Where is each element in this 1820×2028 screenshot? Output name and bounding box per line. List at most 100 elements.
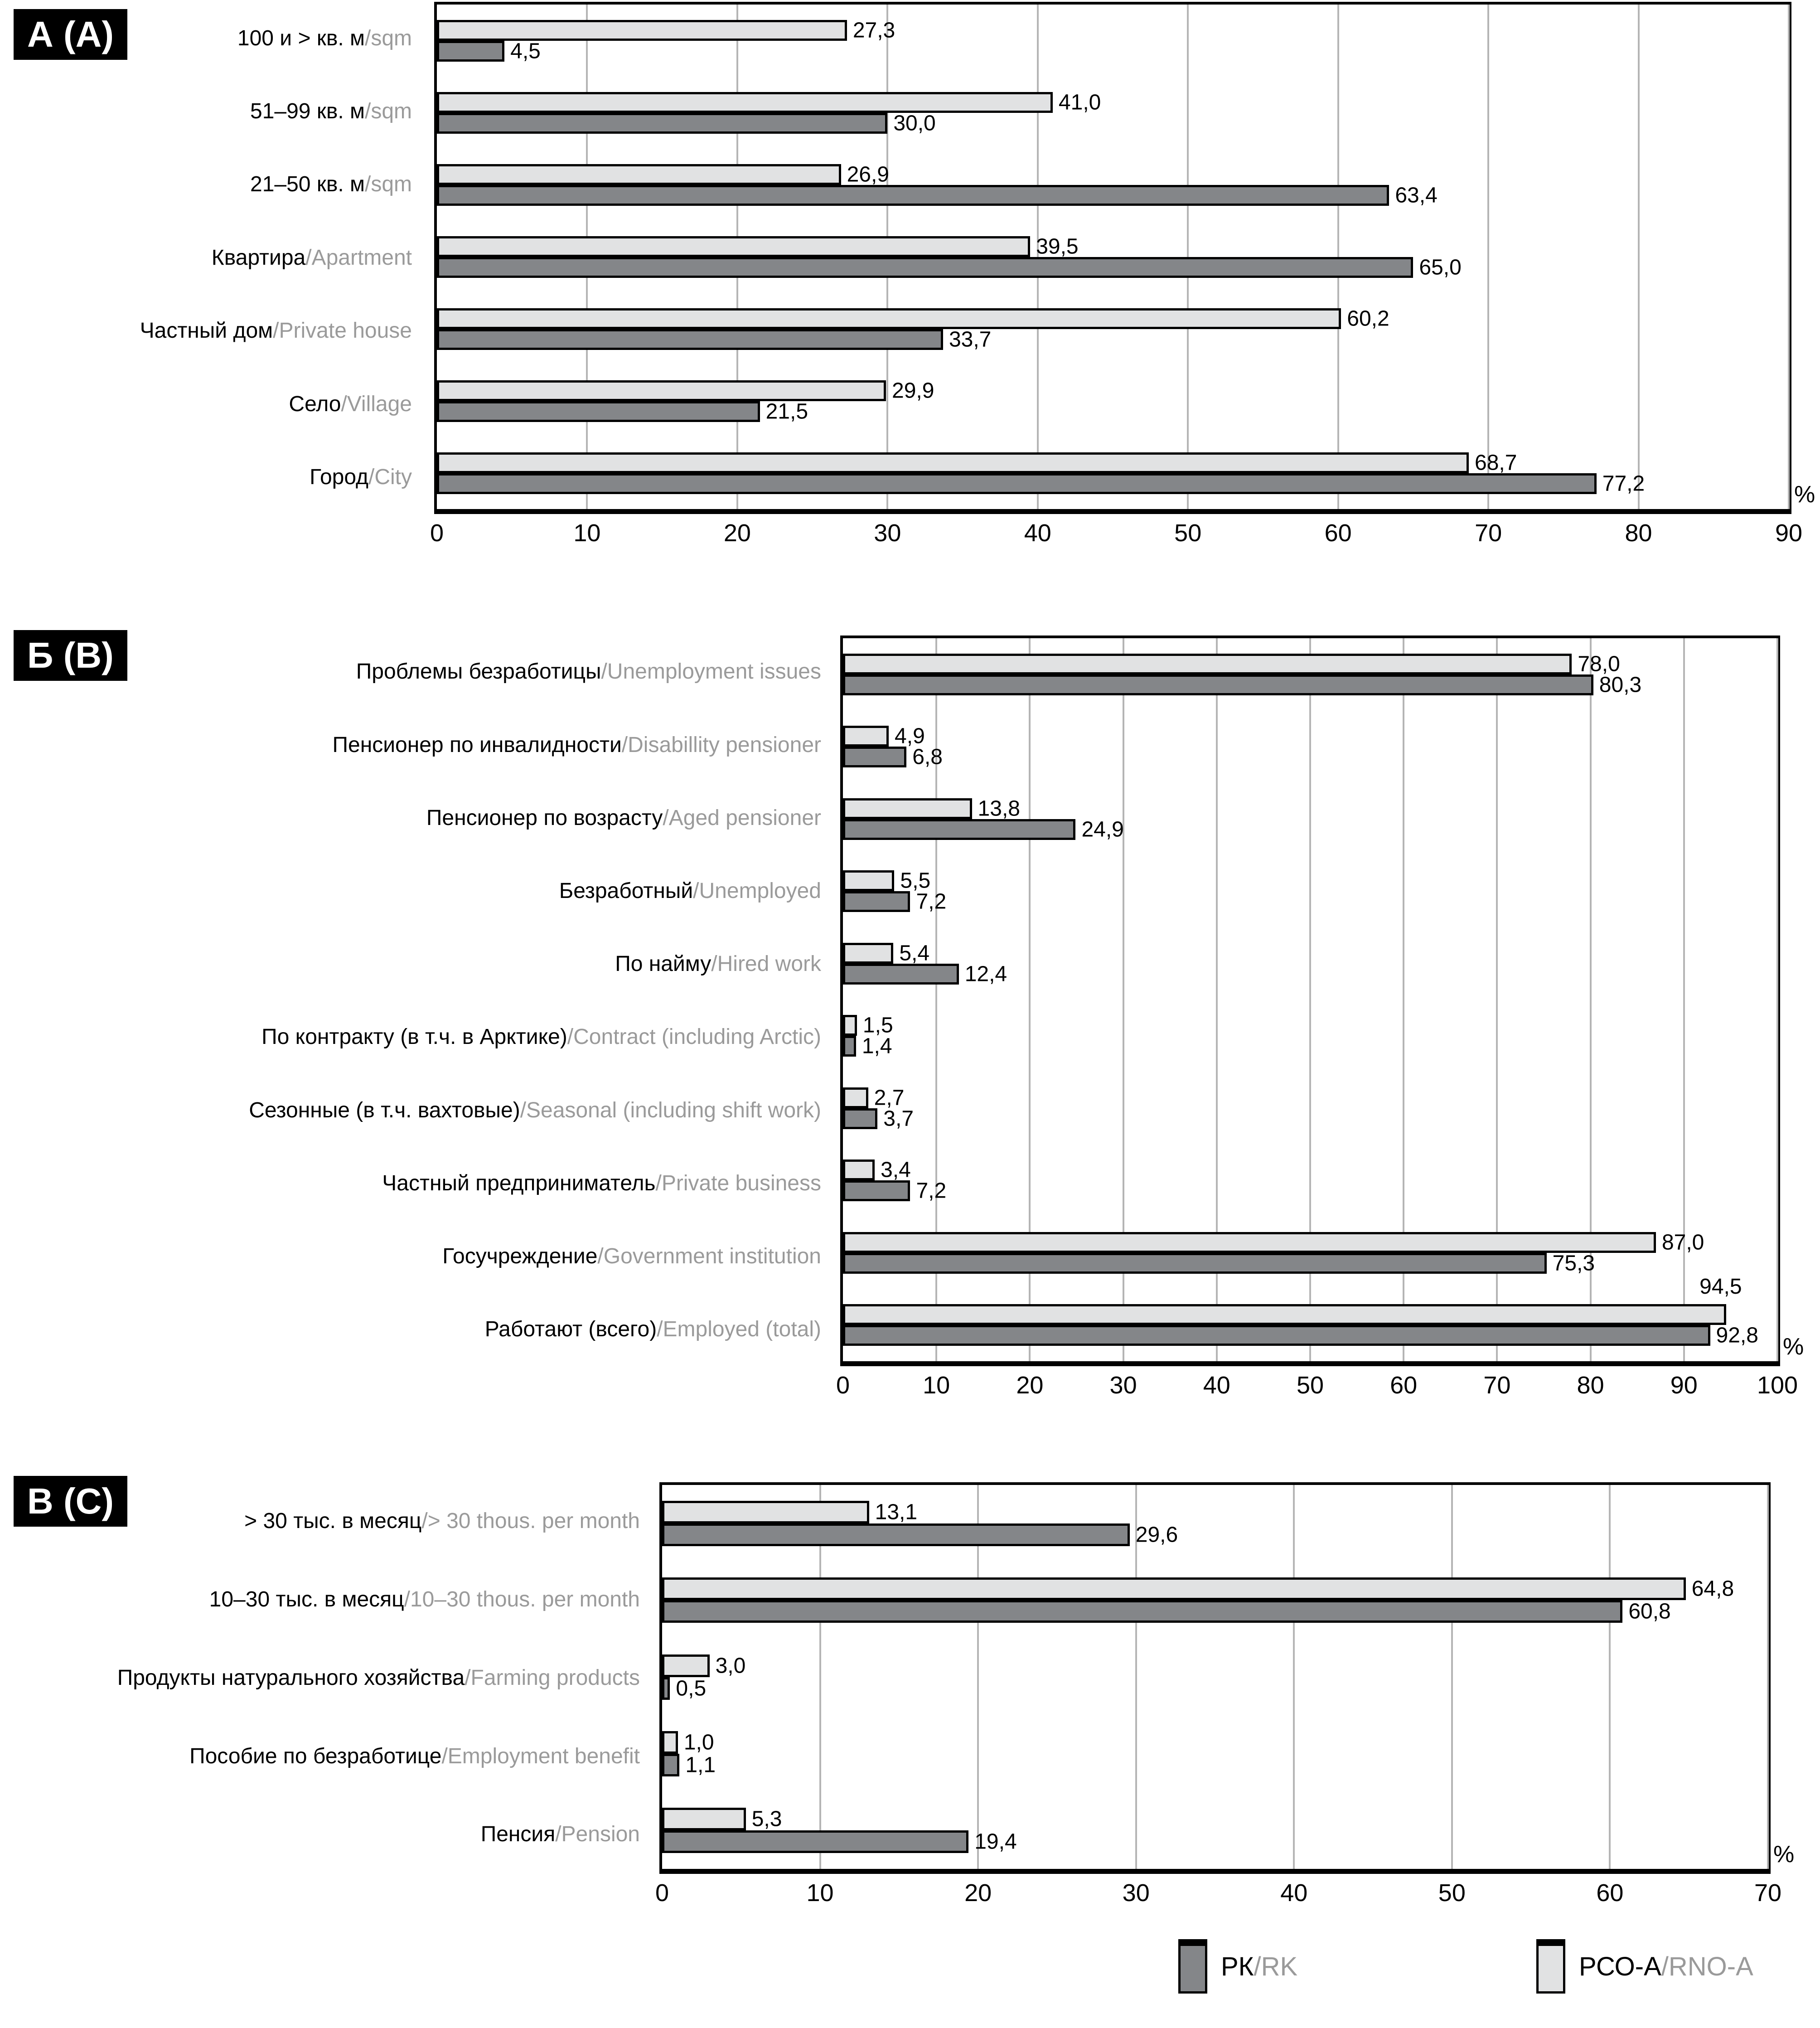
bar-value-label: 60,2 [1347,306,1389,330]
gridline [1451,1485,1453,1869]
category-label-en: /sqm [364,26,412,50]
bar-value-label: 3,4 [881,1158,911,1182]
bar-track: 19,4 [662,1830,1768,1854]
x-tick-label: 40 [1280,1879,1308,1907]
category-label: Село/Village [0,368,419,441]
bar-track: 3,7 [843,1106,1777,1131]
gridline [1122,638,1124,1361]
x-tick-label: 80 [1577,1372,1604,1399]
bar-rno-a: 94,5 [843,1275,1742,1325]
bar-rk: 7,2 [843,1179,946,1203]
bar-value-label: 29,9 [892,378,934,403]
bar-row: 5,5 7,2 [843,855,1777,928]
bar-track: 4,5 [437,39,1789,63]
gridline [1496,638,1498,1361]
chart-c-bars: 13,1 29,6 64,8 60,8 3,0 0,5 1,0 1,1 5,3 19,4 [662,1485,1768,1869]
x-tick-label: 10 [806,1879,834,1907]
bar-row: 27,3 4,5 [437,5,1789,77]
bar-rk: 6,8 [843,745,943,769]
bar-value-label: 2,7 [874,1086,905,1110]
gridline [1683,638,1685,1361]
category-label-en: /Unemployed [693,879,821,903]
chart-a-category-labels: 100 и > кв. м/sqm 51–99 кв. м/sqm 21–50 кв… [0,2,419,514]
category-label-ru: Пособие по безработице [189,1744,442,1768]
bar-row: 1,0 1,1 [662,1715,1768,1792]
bar-row: 78,0 80,3 [843,638,1777,711]
bar-value-label: 94,5 [1699,1275,1742,1299]
category-label-en: /Disabillity pensioner [621,733,821,757]
category-label-ru: Сезонные (в т.ч. вахтовые) [249,1098,520,1122]
chart-c-percent-label: % [1773,1841,1795,1868]
bar-value-label: 1,5 [862,1013,893,1038]
category-label: 51–99 кв. м/sqm [0,75,419,148]
x-tick-label: 90 [1670,1372,1698,1399]
legend-swatch-rk [1178,1939,1207,1994]
x-tick-label: 10 [573,519,601,547]
bar-rno-a: 5,5 [843,869,930,893]
x-tick-label: 10 [923,1372,950,1399]
x-tick-label: 70 [1483,1372,1511,1399]
bar-rk: 1,1 [662,1753,716,1777]
category-label-ru: Частный дом [140,319,273,343]
bar-rk: 4,5 [437,39,541,63]
bar-track: 87,0 [843,1230,1777,1254]
bar-row: 39,5 65,0 [437,221,1789,293]
bar-track: 27,3 [437,18,1789,42]
bar-rno-a: 78,0 [843,652,1620,676]
category-label-en: /Private business [655,1171,821,1195]
bar-track: 75,3 [843,1251,1777,1275]
bar-rk: 24,9 [843,817,1124,841]
bar-row: 60,2 33,7 [437,293,1789,365]
legend-entry-rk: РК/RK [1178,1939,1297,1994]
x-tick-label: 50 [1174,519,1202,547]
bar-track: 1,0 [662,1730,1768,1755]
bar-rk: 80,3 [843,673,1641,697]
bar-track: 30,0 [437,111,1789,135]
bar-track: 7,2 [843,889,1777,914]
bar-value-label: 12,4 [964,962,1007,986]
bar-rk: 63,4 [437,183,1438,207]
bar-row: 3,4 7,2 [843,1145,1777,1217]
bar-rno-a: 2,7 [843,1086,904,1110]
bar-value-label: 77,2 [1602,471,1645,495]
bar-row: 87,0 75,3 [843,1217,1777,1289]
gridline [1788,5,1790,509]
category-label: Пенсионер по инвалидности/Disabillity pe… [0,708,828,781]
bar-value-label: 75,3 [1552,1251,1595,1276]
bar-rk: 92,8 [843,1324,1758,1348]
category-label-en: /Hired work [711,952,821,976]
chart-a-x-axis: 0 10 20 30 40 50 60 70 80 90 [430,509,1802,559]
category-label-en: /Private house [273,319,412,343]
gridline [1293,1485,1295,1869]
bar-rk: 75,3 [843,1251,1595,1275]
chart-b-bars: 78,0 80,3 4,9 6,8 13,8 24,9 5,5 7,2 5,4 12,4 1,5 1,… [843,638,1777,1361]
bar-track: 13,8 [843,796,1777,820]
bar-track: 7,2 [843,1179,1777,1203]
gridline [977,1485,979,1869]
bar-track: 33,7 [437,327,1789,351]
legend-entry-rno-a: РСО-А/RNO-A [1536,1939,1753,1994]
x-tick-label: 0 [430,519,444,547]
bar-value-label: 1,0 [683,1730,714,1755]
bar-track: 80,3 [843,673,1777,697]
bar-value-label: 7,2 [916,889,947,914]
bar-value-label: 1,4 [862,1034,892,1058]
bar-rno-a: 1,5 [843,1014,893,1038]
bar-value-label: 3,7 [883,1106,914,1131]
bar-rk: 0,5 [662,1676,706,1700]
bar-value-label: 26,9 [847,162,889,186]
bar-row: 64,8 60,8 [662,1562,1768,1638]
category-label: Проблемы безработицы/Unemployment issues [0,636,828,708]
bar-track: 5,4 [843,941,1777,965]
bar-value-label: 41,0 [1058,90,1101,114]
gridline [1609,1485,1611,1869]
chart-c-plot-area: 13,1 29,6 64,8 60,8 3,0 0,5 1,0 1,1 5,3 19,4 0 10 2… [655,1482,1794,1907]
bar-value-label: 4,5 [510,39,541,63]
bar-rno-a: 5,3 [662,1807,782,1831]
bar-rno-a: 41,0 [437,90,1101,114]
category-label-ru: Работают (всего) [484,1317,657,1342]
chart-b-x-axis: 0 10 20 30 40 50 60 70 80 90 100 [836,1361,1798,1411]
bar-rno-a: 13,8 [843,796,1020,820]
bar-track: 12,4 [843,962,1777,986]
